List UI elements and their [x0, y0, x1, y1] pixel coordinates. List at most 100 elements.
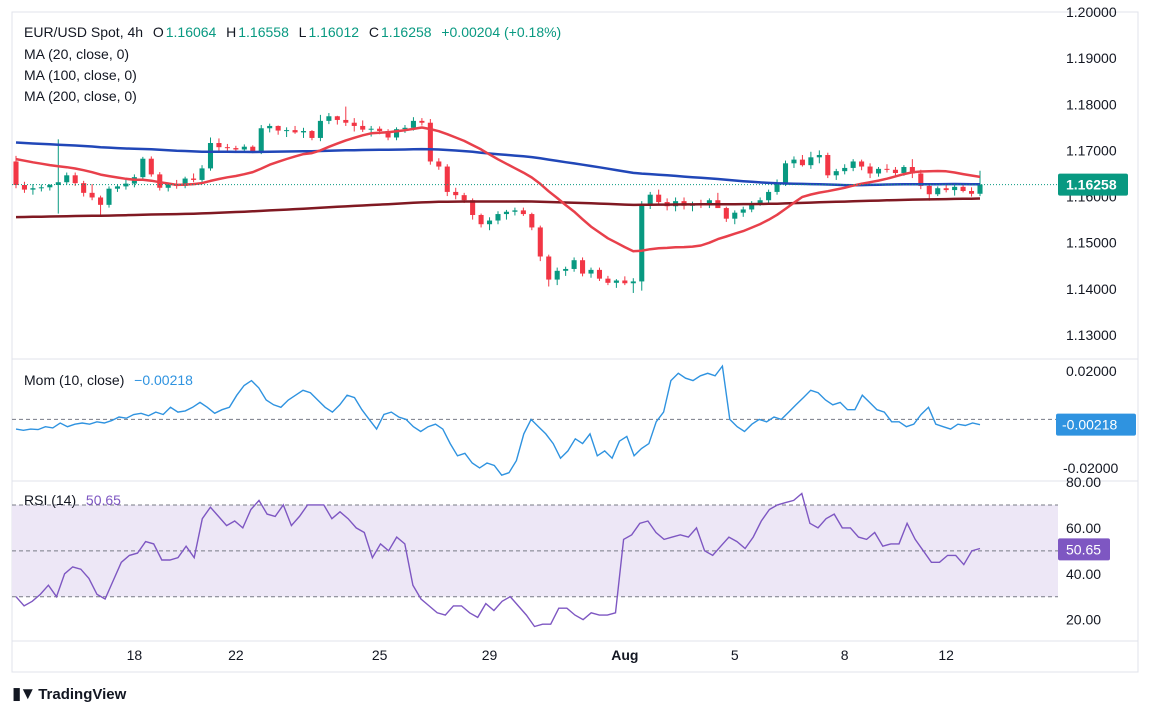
last-price-label: 1.16258	[1066, 177, 1117, 193]
candle-body	[766, 191, 772, 201]
candle-body	[275, 125, 281, 131]
rsi-value-badge	[1058, 538, 1110, 561]
candle-body	[588, 269, 594, 274]
momentum-value: −0.00218	[134, 372, 193, 388]
candle-body	[182, 178, 188, 186]
candle-body	[732, 212, 738, 219]
candle-body	[98, 197, 104, 205]
candle-body	[393, 129, 400, 138]
candle-body	[444, 166, 450, 192]
rsi-tick-label: 40.00	[1066, 566, 1101, 582]
candle-body	[351, 122, 357, 126]
candle-body	[537, 227, 543, 257]
candle-body	[918, 173, 924, 186]
price-tick-label: 1.19000	[1066, 50, 1117, 66]
candle-body	[613, 280, 619, 283]
candle-body	[21, 185, 27, 190]
rsi-tick-label: 20.00	[1066, 612, 1101, 628]
ma100-legend[interactable]: MA (100, close, 0)	[24, 67, 137, 83]
candle-body	[461, 195, 467, 201]
candle-body	[233, 148, 239, 150]
candle-body	[503, 211, 509, 215]
rsi-tick-label: 60.00	[1066, 520, 1101, 536]
candle-body	[833, 171, 839, 176]
candle-body	[782, 163, 789, 183]
ma200-legend[interactable]: MA (200, close, 0)	[24, 88, 137, 104]
time-tick-label: 5	[731, 647, 739, 663]
candle-body	[867, 166, 873, 174]
candle-body	[816, 155, 822, 158]
price-tick-label: 1.20000	[1066, 4, 1117, 20]
high-label: H	[226, 24, 237, 40]
candle-body	[191, 178, 197, 180]
candle-body	[478, 214, 484, 225]
candle-body	[89, 192, 95, 198]
candle-body	[875, 168, 882, 174]
candle-body	[639, 204, 645, 282]
last-price-badge	[1058, 173, 1128, 196]
momentum-value-badge	[1056, 413, 1136, 436]
candle-body	[199, 168, 205, 180]
candle-body	[385, 131, 391, 138]
candle-body	[436, 161, 442, 167]
candle-body	[529, 214, 535, 228]
candle-body	[580, 260, 586, 274]
candle-body	[165, 184, 171, 188]
momentum-tick-label: -0.02000	[1063, 460, 1118, 476]
candle-body	[427, 122, 433, 162]
candle-body	[55, 182, 61, 185]
tradingview-logo[interactable]: ▮▼ TradingView	[12, 684, 126, 704]
candle-body	[300, 131, 307, 133]
candle-body	[267, 125, 273, 129]
candle-body	[901, 167, 907, 174]
candle-body	[706, 200, 712, 205]
time-tick-label: 25	[372, 647, 388, 663]
time-tick-label: 22	[228, 647, 244, 663]
tradingview-brand: TradingView	[38, 685, 127, 703]
candle-body	[224, 147, 230, 149]
candle-body	[410, 120, 416, 128]
time-tick-label: 18	[127, 647, 143, 663]
rsi-tick-label: 80.00	[1066, 474, 1101, 490]
candle-body	[943, 188, 949, 191]
candle-body	[520, 210, 526, 215]
open-value: 1.16064	[165, 24, 217, 40]
candle-body	[402, 127, 408, 130]
candle-body	[512, 210, 518, 212]
candle-body	[343, 119, 349, 123]
candle-body	[241, 146, 247, 150]
time-tick-label: 29	[482, 647, 498, 663]
rsi-legend[interactable]: RSI (14) 50.65	[24, 492, 123, 508]
candle-body	[630, 281, 636, 284]
candle-body	[419, 120, 425, 123]
ma20-legend[interactable]: MA (20, close, 0)	[24, 46, 130, 62]
candle-body	[935, 188, 941, 195]
main-legend-ohlc: EUR/USD Spot, 4h O 1.16064 H 1.16558 L 1.16…	[24, 24, 563, 40]
candle-body	[808, 157, 814, 166]
candle-body	[38, 187, 44, 189]
candle-body	[47, 185, 53, 188]
close-value: 1.16258	[380, 24, 432, 40]
rsi-line	[15, 492, 981, 628]
candle-body	[30, 188, 36, 190]
candle-body	[81, 183, 87, 193]
momentum-tick-label: 0.02000	[1066, 363, 1117, 379]
chart-frame	[11, 11, 1139, 673]
candle-body	[952, 186, 958, 191]
candle-body	[969, 190, 975, 194]
time-tick-label: 12	[938, 647, 954, 663]
price-tick-label: 1.15000	[1066, 235, 1117, 251]
price-tick-label: 1.13000	[1066, 327, 1117, 343]
candle-body	[13, 161, 19, 185]
candle-body	[250, 146, 256, 152]
candle-body	[123, 183, 129, 187]
candle-body	[647, 194, 653, 205]
momentum-legend[interactable]: Mom (10, close) −0.00218	[24, 372, 195, 388]
candle-body	[571, 260, 577, 269]
candle-body	[360, 125, 366, 130]
candle-body	[284, 130, 290, 132]
candle-body	[72, 175, 78, 184]
rsi-label: RSI (14)	[24, 492, 77, 508]
candle-body	[656, 194, 662, 203]
